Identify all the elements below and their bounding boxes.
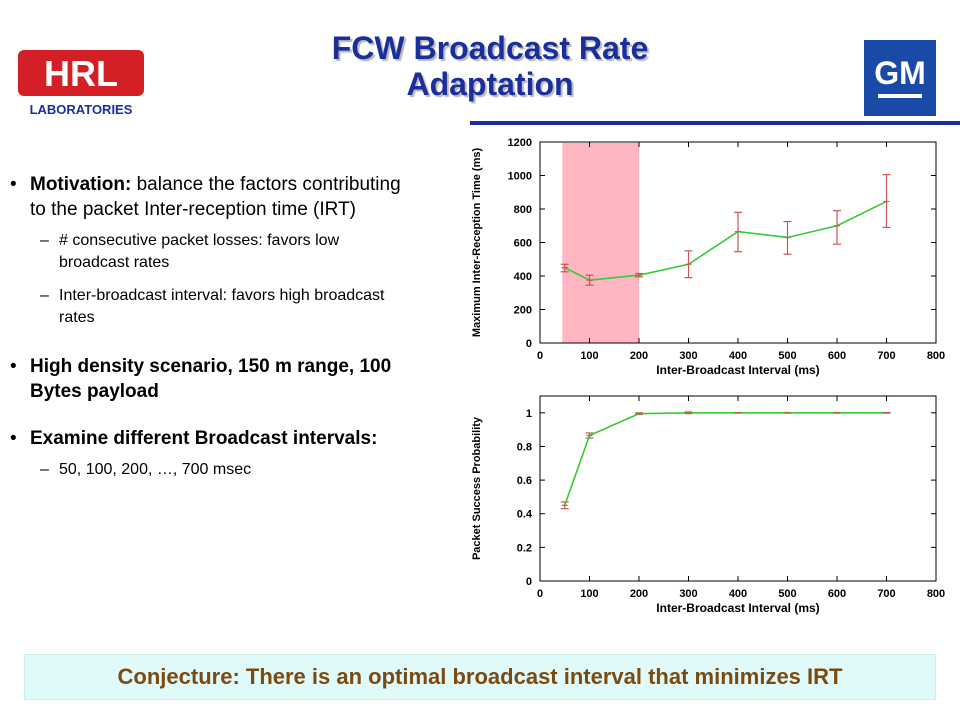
y-tick-label: 0 (526, 338, 532, 350)
bullet-list: Motivation: balance the factors contribu… (8, 172, 408, 492)
y-axis-label: Maximum Inter-Reception Time (ms) (471, 148, 483, 338)
y-tick-label: 0.2 (517, 542, 532, 554)
x-tick-label: 100 (580, 588, 598, 600)
series-line (564, 200, 887, 282)
x-tick-label: 200 (630, 588, 648, 600)
series-line (563, 412, 887, 506)
hrl-logo-word: HRL (44, 53, 118, 94)
slide-title: FCW Broadcast Rate Adaptation (240, 30, 740, 102)
y-tick-label: 200 (514, 305, 532, 317)
success-probability-chart: 0 100 200 300 400 500 600 700 800 0 0.2 0.4 0.6 0.8 1 I… (471, 395, 945, 615)
x-tick-label: 500 (778, 588, 796, 600)
bullet-motivation: Motivation: balance the factors contribu… (8, 172, 408, 222)
x-tick-label: 500 (778, 350, 796, 362)
y-tick-label: 1000 (508, 171, 532, 183)
x-tick-label: 100 (580, 350, 598, 362)
subbullet-interval: Inter-broadcast interval: favors high br… (8, 285, 408, 329)
x-tick-label: 300 (679, 350, 697, 362)
bullet-intervals-text: Examine different Broadcast intervals: (30, 428, 378, 449)
bullet-scenario: High density scenario, 150 m range, 100 … (8, 354, 408, 404)
x-tick-label: 700 (877, 588, 895, 600)
bullet-intervals: Examine different Broadcast intervals: (8, 426, 408, 451)
y-tick-label: 600 (514, 238, 532, 250)
x-tick-label: 0 (537, 588, 543, 600)
y-tick-label: 1 (526, 408, 532, 420)
y-tick-label: 0.8 (517, 441, 532, 453)
x-axis-label: Inter-Broadcast Interval (ms) (656, 601, 819, 615)
x-tick-label: 400 (729, 588, 747, 600)
y-axis-label: Packet Success Probability (471, 416, 483, 560)
x-tick-label: 200 (630, 350, 648, 362)
x-tick-label: 300 (679, 588, 697, 600)
x-tick-label: 800 (927, 588, 945, 600)
x-tick-label: 400 (729, 350, 747, 362)
y-tick-label: 0.4 (517, 509, 533, 521)
slide-title-line1: FCW Broadcast Rate (331, 30, 649, 66)
bullet-motivation-text: balance the factors contributing to the … (30, 174, 401, 220)
x-axis-label: Inter-Broadcast Interval (ms) (656, 363, 819, 377)
bullet-scenario-text: High density scenario, 150 m range, 100 … (30, 356, 392, 402)
plot-frame (539, 395, 937, 582)
gm-logo: GM (864, 40, 936, 116)
gm-logo-word: GM (874, 55, 926, 91)
irt-chart: 0 100 200 300 400 500 600 700 800 0 200 400 600 800 10… (471, 137, 945, 377)
x-tick-label: 600 (828, 350, 846, 362)
slide-title-line2: Adaptation (406, 66, 574, 102)
title-rule (470, 121, 960, 125)
x-tick-label: 800 (927, 350, 945, 362)
hrl-logo-sub: LABORATORIES (30, 102, 133, 117)
y-tick-label: 400 (514, 271, 532, 283)
x-tick-label: 0 (537, 350, 543, 362)
subbullet-packet-losses: # consecutive packet losses: favors low … (8, 230, 408, 274)
x-tick-label: 700 (877, 350, 895, 362)
y-tick-label: 1200 (508, 137, 532, 149)
subbullet-interval-values: 50, 100, 200, …, 700 msec (8, 459, 408, 481)
bullet-motivation-label: Motivation: (30, 174, 132, 195)
y-tick-label: 0.6 (517, 475, 532, 487)
highlight-band (562, 143, 639, 343)
hrl-logo: HRL LABORATORIES (18, 50, 144, 117)
y-tick-label: 0 (526, 576, 532, 588)
x-tick-label: 600 (828, 588, 846, 600)
y-tick-label: 800 (514, 204, 532, 216)
conjecture-banner: Conjecture: There is an optimal broadcas… (24, 654, 936, 700)
